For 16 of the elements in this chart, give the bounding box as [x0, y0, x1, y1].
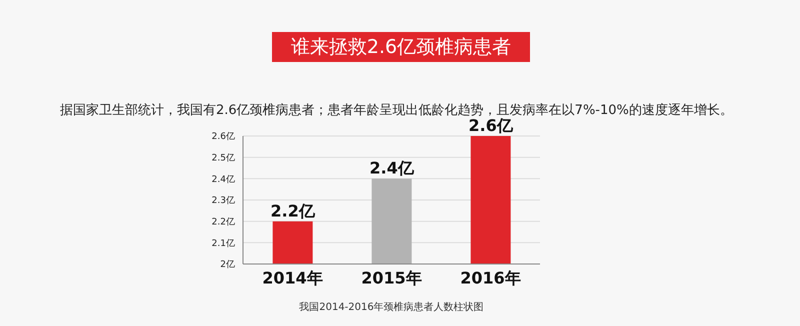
y-tick-label: 2.5亿	[212, 152, 235, 164]
y-tick-label: 2.1亿	[212, 238, 235, 249]
y-tick-label: 2.2亿	[212, 216, 235, 228]
x-tick-label: 2016年	[460, 268, 521, 288]
x-tick-label: 2015年	[361, 268, 422, 288]
chart-subtitle: 据国家卫生部统计，我国有2.6亿颈椎病患者；患者年龄呈现出低龄化趋势，且发病率在以7%-10%的速度逐年增长。	[60, 102, 734, 118]
data-label: 2.4亿	[370, 158, 415, 178]
data-label: 2.6亿	[468, 116, 514, 135]
y-tick-label: 2亿	[220, 259, 235, 270]
y-tick-label: 2.3亿	[212, 195, 235, 206]
chart-title: 谁来拯救2.6亿颈椎病患者	[272, 32, 530, 62]
x-axis-title: 我国2014-2016年颈椎病患者人数柱状图	[299, 301, 484, 313]
y-tick-label: 2.4亿	[212, 174, 235, 185]
y-tick-label: 2.6亿	[212, 131, 235, 142]
data-label: 2.2亿	[270, 201, 316, 220]
x-tick-label: 2014年	[262, 268, 323, 288]
